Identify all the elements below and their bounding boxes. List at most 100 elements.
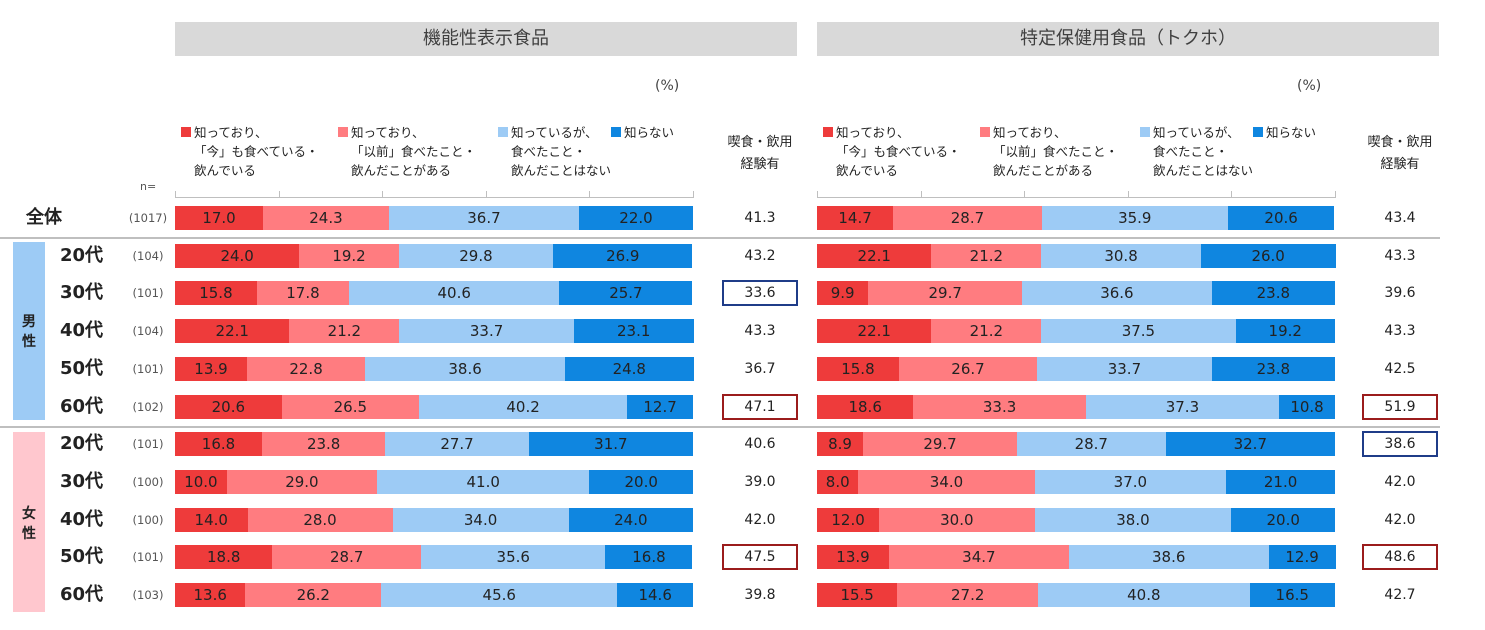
bar-segment-2: 22.8 (247, 356, 366, 381)
x-axis-line (817, 197, 1335, 198)
x-axis-tick (817, 191, 818, 198)
bar-segment-4: 16.5 (1249, 583, 1335, 607)
bar-segment-4: 19.2 (1235, 319, 1335, 344)
legend-swatch (338, 127, 348, 137)
bar-segment-4: 24.8 (565, 356, 694, 381)
legend-line: 知っているが、 (1140, 123, 1253, 142)
legend-text: 知っているが、 (1153, 125, 1240, 140)
male-group-label: 男 性 (13, 312, 45, 352)
bar-segment-3: 45.6 (381, 583, 618, 607)
bar-segment-2: 28.0 (247, 507, 393, 532)
legend-line: 知らない (1253, 123, 1316, 142)
experience-value: 39.8 (744, 587, 776, 603)
bar-segment-2: 29.0 (226, 469, 378, 494)
unit-label-left: (%) (655, 78, 680, 94)
legend-swatch (181, 127, 191, 137)
bar-segment-1: 15.8 (175, 281, 257, 306)
legend-line: 知っているが、 (498, 123, 611, 142)
bar-segment-1: 18.8 (175, 545, 273, 570)
highlight-box-red (1362, 393, 1438, 420)
bar-segment-3: 28.7 (1016, 432, 1166, 457)
bar-segment-1: 15.5 (817, 583, 898, 607)
bar-segment-4: 16.8 (605, 545, 693, 570)
legend-line: 食べたこと・ (511, 144, 587, 159)
bar-segment-2: 21.2 (931, 319, 1042, 344)
legend-line: 知らない (611, 123, 674, 142)
bar-segment-4: 20.0 (589, 469, 693, 494)
legend-swatch (1140, 127, 1150, 137)
legend-line: 「今」も食べている・ (194, 144, 319, 159)
bar-segment-3: 29.8 (398, 243, 554, 268)
bar-segment-1: 14.0 (175, 507, 248, 532)
experience-value: 48.6 (1384, 549, 1416, 566)
bar-segment-1: 9.9 (817, 281, 869, 306)
panel-title-right: 特定保健用食品（トクホ） (817, 22, 1439, 56)
bar-segment-4: 25.7 (559, 281, 693, 306)
bar-segment-4: 26.9 (553, 243, 693, 268)
legend-swatch (1253, 127, 1263, 137)
bar-segment-1: 22.1 (817, 243, 932, 268)
row-n-value: (101) (132, 361, 164, 376)
row-label: 30代 (60, 470, 104, 492)
legend-swatch (823, 127, 833, 137)
bar-segment-1: 22.1 (175, 319, 290, 344)
row-n-value: (100) (132, 474, 164, 489)
row-n-value: (103) (132, 588, 164, 602)
bar-segment-3: 38.0 (1034, 507, 1232, 532)
bar-segment-4: 20.0 (1231, 507, 1335, 532)
x-axis-tick (1335, 191, 1336, 198)
bar-segment-4: 23.1 (573, 319, 694, 344)
bar-segment-2: 19.2 (299, 243, 399, 268)
bar-segment-2: 34.7 (889, 545, 1069, 570)
experience-value: 43.2 (744, 247, 776, 264)
bar-segment-1: 14.7 (817, 206, 894, 230)
bar-segment-2: 21.2 (289, 319, 400, 344)
x-axis-tick (278, 191, 280, 198)
bar-segment-4: 21.0 (1226, 469, 1335, 494)
unit-label-right: (%) (1297, 78, 1322, 94)
legend-swatch (980, 127, 990, 137)
x-axis-tick (1231, 191, 1233, 198)
legend-line: 飲んでいる (194, 163, 256, 178)
row-n-value: (101) (132, 286, 164, 301)
bar-segment-3: 37.3 (1085, 394, 1280, 419)
x-axis-tick (485, 191, 487, 198)
bar-segment-2: 26.7 (898, 356, 1038, 381)
bar-segment-1: 10.0 (175, 469, 227, 494)
bar-segment-3: 37.5 (1041, 319, 1236, 344)
legend-line: 食べたこと・ (1153, 144, 1229, 159)
bar-segment-2: 17.8 (256, 281, 350, 306)
bar-segment-4: 14.6 (617, 583, 693, 607)
bar-segment-3: 40.2 (418, 394, 628, 419)
bar-segment-3: 33.7 (399, 319, 574, 344)
row-n-value: (101) (132, 437, 164, 452)
bar-segment-2: 28.7 (893, 206, 1042, 230)
bar-segment-4: 22.0 (579, 206, 693, 230)
experience-header-line2: 経験有 (1380, 157, 1420, 172)
bar-segment-1: 8.9 (817, 432, 864, 457)
legend-swatch (611, 127, 621, 137)
legend-item-3: 知っているが、 食べたこと・ 飲んだことはない (1140, 123, 1253, 180)
x-axis-tick (920, 191, 922, 198)
row-n-value: (1017) (128, 211, 168, 225)
highlight-box-red (1362, 544, 1438, 571)
bar-segment-3: 33.7 (1037, 356, 1212, 381)
separator-total (0, 237, 1440, 239)
legend-swatch (498, 127, 508, 137)
row-n-value: (104) (132, 324, 164, 339)
experience-value: 43.4 (1384, 210, 1416, 226)
experience-value: 47.1 (744, 398, 776, 415)
experience-value: 39.6 (1384, 285, 1416, 302)
bar-segment-1: 13.9 (175, 356, 247, 381)
bar-segment-1: 8.0 (817, 469, 859, 494)
row-label: 60代 (60, 395, 104, 417)
bar-segment-4: 12.9 (1268, 545, 1336, 570)
legend-line: 「以前」食べたこと・ (351, 144, 477, 159)
legend-item-1: 知っており、 「今」も食べている・ 飲んでいる (823, 123, 961, 180)
highlight-box-blue (722, 280, 798, 307)
bar-segment-2: 33.3 (913, 394, 1086, 419)
female-band (13, 432, 45, 612)
bar-segment-3: 40.8 (1038, 583, 1250, 607)
bar-segment-2: 26.2 (245, 583, 382, 607)
bar-segment-1: 13.6 (175, 583, 246, 607)
